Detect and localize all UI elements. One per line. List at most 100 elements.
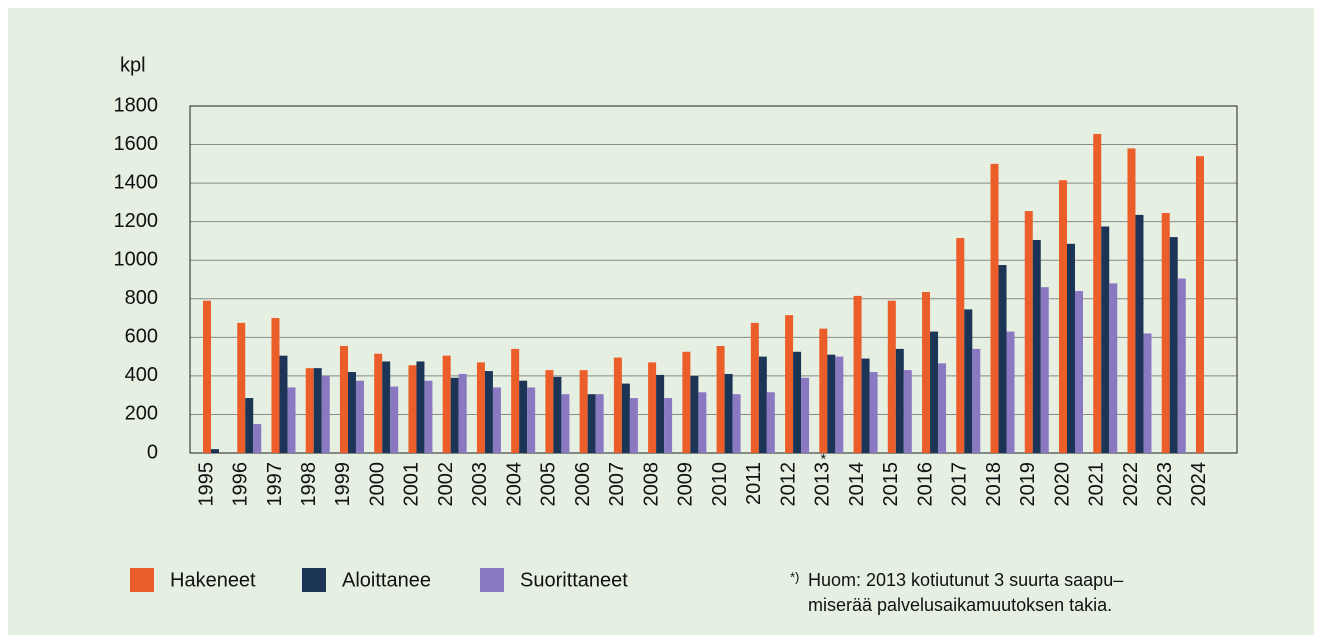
bar bbox=[355, 380, 364, 453]
bar bbox=[785, 315, 794, 453]
x-tick-label: 1997 bbox=[264, 462, 286, 507]
x-tick-label: 1999 bbox=[332, 462, 354, 507]
bar bbox=[347, 372, 356, 453]
y-tick-label: 200 bbox=[125, 403, 158, 425]
bar bbox=[416, 361, 425, 453]
plot-border bbox=[189, 105, 1238, 454]
bar bbox=[305, 368, 314, 453]
x-tick-label: 2020 bbox=[1051, 462, 1073, 507]
bar bbox=[579, 370, 588, 453]
x-tick-label: 2015 bbox=[880, 462, 902, 507]
bar bbox=[758, 356, 767, 453]
bar bbox=[724, 373, 733, 453]
y-tick-label: 1200 bbox=[114, 210, 159, 232]
x-tick-label: 2014 bbox=[846, 462, 868, 507]
bar bbox=[374, 353, 383, 453]
bar bbox=[595, 394, 604, 453]
bar bbox=[408, 365, 417, 453]
x-tick-label: 2016 bbox=[914, 462, 936, 507]
x-tick-label: 2009 bbox=[675, 462, 697, 507]
x-tick-label: 1996 bbox=[230, 462, 252, 507]
bar bbox=[819, 328, 828, 453]
y-tick-label: 1400 bbox=[114, 171, 159, 193]
bar bbox=[1143, 333, 1152, 453]
x-tick-label: 2023 bbox=[1154, 462, 1176, 507]
bar bbox=[998, 265, 1007, 453]
y-tick-label: 600 bbox=[125, 326, 158, 348]
bar bbox=[613, 357, 622, 453]
y-tick-label: 1600 bbox=[114, 133, 159, 155]
x-tick-label: 1998 bbox=[298, 462, 320, 507]
bar bbox=[716, 346, 725, 453]
legend-swatch bbox=[302, 568, 326, 592]
bar bbox=[1127, 148, 1136, 453]
bar bbox=[1135, 214, 1144, 453]
bar bbox=[1075, 291, 1083, 453]
bar bbox=[750, 322, 759, 453]
bar bbox=[903, 370, 912, 453]
x-tick-label: 1995 bbox=[195, 462, 217, 507]
y-tick-label: 800 bbox=[125, 287, 158, 309]
legend-label: Aloittanee bbox=[342, 569, 431, 591]
bar bbox=[442, 355, 451, 453]
bar bbox=[511, 348, 520, 453]
bar bbox=[313, 368, 322, 453]
note-marker: *) bbox=[790, 569, 799, 584]
bar bbox=[1169, 237, 1178, 453]
x-tick-label: 2011 bbox=[743, 462, 765, 505]
bar bbox=[587, 394, 596, 453]
bar bbox=[476, 362, 485, 453]
bar bbox=[861, 358, 870, 453]
bar bbox=[930, 331, 939, 453]
bar bbox=[527, 387, 536, 453]
bar bbox=[287, 387, 296, 453]
bar bbox=[321, 375, 330, 453]
legend-label: Hakeneet bbox=[170, 569, 256, 591]
bar bbox=[271, 318, 280, 453]
legend-swatch bbox=[130, 568, 154, 592]
bar bbox=[869, 372, 878, 453]
y-axis-label: kpl bbox=[120, 54, 146, 76]
bar bbox=[1067, 243, 1075, 453]
bar bbox=[245, 398, 254, 453]
bar bbox=[203, 300, 211, 453]
bar bbox=[629, 398, 638, 453]
x-tick-label: 2012 bbox=[777, 462, 799, 507]
legend-swatch bbox=[480, 568, 504, 592]
x-tick-label: 2018 bbox=[983, 462, 1005, 507]
bar bbox=[690, 375, 699, 453]
annotation: * bbox=[821, 451, 827, 467]
bar bbox=[648, 362, 657, 453]
bar bbox=[382, 361, 391, 453]
bar bbox=[1101, 226, 1110, 453]
y-tick-label: 1000 bbox=[114, 249, 159, 271]
bar bbox=[656, 374, 665, 453]
bar bbox=[698, 392, 707, 453]
x-tick-label: 2010 bbox=[709, 462, 731, 507]
bar bbox=[1093, 133, 1102, 454]
bar bbox=[450, 377, 459, 453]
bar bbox=[553, 376, 562, 453]
y-tick-label: 1800 bbox=[114, 94, 159, 116]
bar bbox=[545, 370, 554, 453]
x-tick-label: 2022 bbox=[1120, 462, 1142, 507]
bar bbox=[1024, 211, 1033, 453]
x-tick-label: 2003 bbox=[469, 462, 491, 507]
bar bbox=[1195, 156, 1204, 453]
bar bbox=[990, 163, 999, 454]
y-tick-label: 400 bbox=[125, 364, 158, 386]
bar bbox=[938, 363, 947, 453]
bar bbox=[561, 394, 570, 453]
bar bbox=[1177, 278, 1186, 453]
bar bbox=[253, 424, 262, 453]
x-tick-label: 2013 bbox=[812, 462, 834, 507]
legend-label: Suorittaneet bbox=[520, 569, 628, 591]
x-tick-label: 2008 bbox=[640, 462, 662, 507]
bar bbox=[1059, 180, 1067, 453]
bar bbox=[339, 346, 348, 453]
bar bbox=[853, 295, 862, 453]
x-tick-label: 2002 bbox=[435, 462, 457, 507]
note: miserää palvelusaikamuutoksen takia. bbox=[808, 595, 1112, 615]
bar bbox=[1032, 239, 1041, 453]
